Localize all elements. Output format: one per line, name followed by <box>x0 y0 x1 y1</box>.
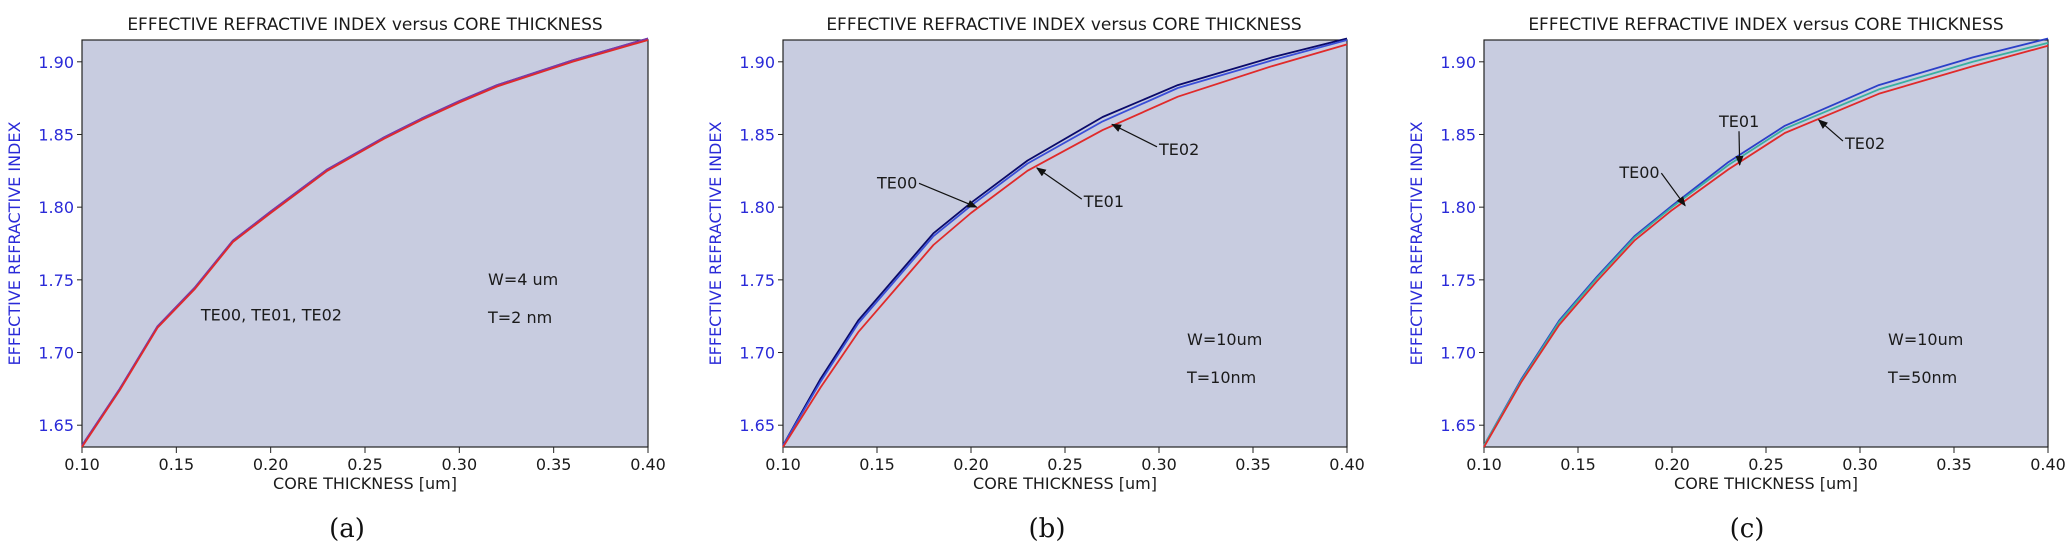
curve-label: TE00, TE01, TE02 <box>200 306 342 325</box>
y-tick-label: 1.85 <box>38 125 74 144</box>
y-tick-label: 1.85 <box>1440 125 1476 144</box>
chart-panel-2: EFFECTIVE REFRACTIVE INDEX versus CORE T… <box>706 15 1365 544</box>
curve-label: TE01 <box>1083 192 1124 211</box>
curve-label-arrow <box>1660 172 1686 207</box>
panel-caption: (b) <box>1029 514 1066 544</box>
x-tick-label: 0.35 <box>1936 455 1972 474</box>
curve-label-arrow <box>1735 131 1744 167</box>
x-tick-label: 0.35 <box>536 455 572 474</box>
x-tick-label: 0.20 <box>253 455 289 474</box>
curve-label: TE00 <box>876 173 917 192</box>
curve-label-arrow <box>1111 123 1158 148</box>
x-tick-label: 0.25 <box>347 455 383 474</box>
y-tick-label: 1.65 <box>1440 416 1476 435</box>
y-tick-label: 1.65 <box>38 416 74 435</box>
y-tick-label: 1.80 <box>1440 198 1476 217</box>
parameter-annotation: T=2 nm <box>487 308 552 327</box>
x-tick-label: 0.25 <box>1047 455 1083 474</box>
x-axis-label: CORE THICKNESS [um] <box>1674 474 1858 493</box>
x-tick-label: 0.40 <box>2030 455 2066 474</box>
x-tick-label: 0.30 <box>442 455 478 474</box>
y-tick-label: 1.75 <box>739 271 775 290</box>
y-tick-label: 1.75 <box>38 271 74 290</box>
parameter-annotation: T=50nm <box>1887 368 1957 387</box>
y-tick-label: 1.65 <box>739 416 775 435</box>
x-tick-label: 0.15 <box>859 455 895 474</box>
y-tick-label: 1.90 <box>739 53 775 72</box>
x-axis-label: CORE THICKNESS [um] <box>273 474 457 493</box>
chart-title: EFFECTIVE REFRACTIVE INDEX versus CORE T… <box>127 15 602 35</box>
series-line-te02 <box>782 43 1348 448</box>
y-tick-label: 1.80 <box>38 198 74 217</box>
y-axis-label: EFFECTIVE REFRACTIVE INDEX <box>706 122 725 366</box>
x-tick-label: 0.40 <box>1329 455 1365 474</box>
curve-label: TE00 <box>1618 163 1659 182</box>
x-tick-label: 0.20 <box>1654 455 1690 474</box>
series-line-te02 <box>81 39 649 448</box>
y-tick-label: 1.70 <box>1440 344 1476 363</box>
curve-label: TE01 <box>1718 112 1759 131</box>
y-axis-label: EFFECTIVE REFRACTIVE INDEX <box>1407 122 1426 366</box>
y-tick-label: 1.70 <box>739 344 775 363</box>
x-tick-label: 0.30 <box>1842 455 1878 474</box>
y-axis-label: EFFECTIVE REFRACTIVE INDEX <box>5 122 24 366</box>
curve-label-arrow <box>918 182 978 208</box>
series-line-te01 <box>81 37 649 446</box>
parameter-annotation: W=10um <box>1187 330 1262 349</box>
plot-area <box>81 39 649 448</box>
x-tick-label: 0.40 <box>630 455 666 474</box>
parameter-annotation: W=4 um <box>488 270 558 289</box>
plot-area <box>782 39 1348 448</box>
parameter-annotation: W=10um <box>1888 330 1963 349</box>
panel-caption: (a) <box>329 514 365 544</box>
x-tick-label: 0.25 <box>1748 455 1784 474</box>
curve-label: TE02 <box>1158 140 1199 159</box>
x-tick-label: 0.10 <box>765 455 801 474</box>
x-tick-label: 0.10 <box>1466 455 1502 474</box>
x-tick-label: 0.10 <box>64 455 100 474</box>
panel-caption: (c) <box>1730 514 1765 544</box>
series-line-te02 <box>1483 44 2049 448</box>
chart-panel-1: EFFECTIVE REFRACTIVE INDEX versus CORE T… <box>5 15 666 544</box>
y-tick-label: 1.80 <box>739 198 775 217</box>
chart-title: EFFECTIVE REFRACTIVE INDEX versus CORE T… <box>826 15 1301 35</box>
x-tick-label: 0.35 <box>1235 455 1271 474</box>
x-tick-label: 0.15 <box>1560 455 1596 474</box>
curve-label-arrow <box>1035 167 1083 200</box>
y-tick-label: 1.90 <box>38 53 74 72</box>
chart-title: EFFECTIVE REFRACTIVE INDEX versus CORE T… <box>1528 15 2003 35</box>
y-tick-label: 1.85 <box>739 125 775 144</box>
y-tick-label: 1.90 <box>1440 53 1476 72</box>
chart-panel-3: EFFECTIVE REFRACTIVE INDEX versus CORE T… <box>1407 15 2066 544</box>
curve-label: TE02 <box>1844 134 1885 153</box>
x-tick-label: 0.20 <box>953 455 989 474</box>
x-tick-label: 0.15 <box>159 455 195 474</box>
plot-area <box>1483 39 2049 448</box>
x-tick-label: 0.30 <box>1141 455 1177 474</box>
y-tick-label: 1.70 <box>38 344 74 363</box>
curve-label-arrow <box>1817 119 1844 142</box>
series-line-te01 <box>1483 42 2049 446</box>
x-axis-label: CORE THICKNESS [um] <box>973 474 1157 493</box>
y-tick-label: 1.75 <box>1440 271 1476 290</box>
parameter-annotation: T=10nm <box>1186 368 1256 387</box>
